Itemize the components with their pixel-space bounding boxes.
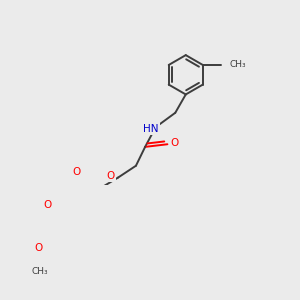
Text: O: O [171, 138, 179, 148]
Text: O: O [107, 171, 115, 181]
Text: CH₃: CH₃ [230, 61, 246, 70]
Text: HN: HN [143, 124, 159, 134]
Text: CH₃: CH₃ [32, 267, 48, 276]
Text: O: O [43, 200, 51, 210]
Text: O: O [34, 243, 42, 253]
Text: O: O [73, 167, 81, 177]
